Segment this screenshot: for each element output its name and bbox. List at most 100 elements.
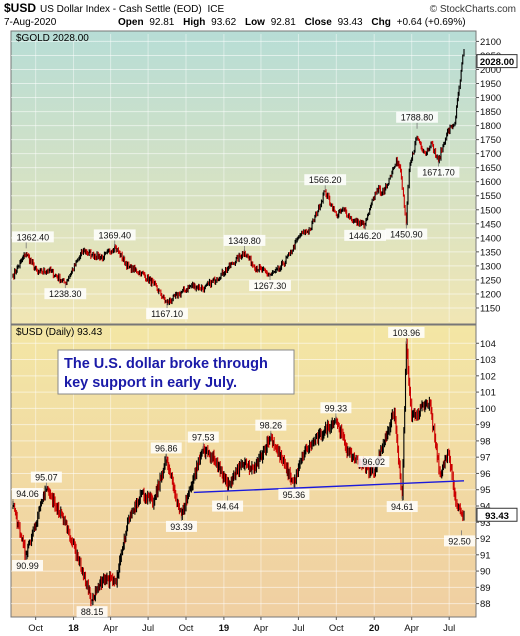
- annotation-label: 1450.90: [390, 230, 423, 240]
- y-tick-label: 96: [480, 469, 491, 480]
- annotation-box: [12, 559, 43, 571]
- annotation-label: 95.07: [35, 473, 58, 483]
- annotation-box: [255, 419, 287, 431]
- gold-panel: [10, 30, 477, 325]
- annotation-box: [358, 456, 390, 468]
- y-tick-label: 104: [480, 339, 496, 350]
- y-tick-label: 1500: [480, 205, 501, 216]
- annotation-box: [44, 288, 87, 300]
- open-value: 92.81: [149, 17, 174, 28]
- last-value-label: 93.43: [485, 511, 509, 522]
- annotation-box: [150, 442, 182, 454]
- annotation-label: 1349.80: [228, 236, 261, 246]
- low-value: 92.81: [271, 17, 296, 28]
- y-tick-label: 1650: [480, 163, 501, 174]
- annotation-label: 96.02: [363, 457, 386, 467]
- y-tick-label: 1200: [480, 289, 501, 300]
- header-symbol: $USD: [4, 1, 36, 15]
- close-label: Close: [305, 17, 333, 28]
- open-label: Open: [118, 17, 144, 28]
- annotation-box: [344, 229, 387, 241]
- x-tick-label: Apr: [254, 623, 269, 634]
- annotation-label: 1788.80: [401, 113, 434, 123]
- last-value-tag: [476, 54, 518, 69]
- y-tick-label: 1450: [480, 219, 501, 230]
- last-value-label: 2028.00: [480, 57, 514, 68]
- y-tick-label: 103: [480, 355, 496, 366]
- annotation-label: 1362.40: [17, 232, 50, 242]
- y-tick-label: 2100: [480, 37, 501, 48]
- usd-legend: $USD (Daily) 93.43: [16, 327, 103, 338]
- chg-value: +0.64 (+0.69%): [397, 17, 466, 28]
- x-tick-label: Oct: [28, 623, 43, 634]
- y-tick-label: 1700: [480, 149, 501, 160]
- annotation-box: [212, 500, 244, 512]
- y-tick-label: 89: [480, 583, 491, 594]
- annotation-box: [386, 501, 418, 513]
- y-tick-label: 98: [480, 436, 491, 447]
- y-tick-label: 1400: [480, 233, 501, 244]
- close-value: 93.43: [338, 17, 363, 28]
- low-label: Low: [245, 17, 265, 28]
- annotation-box: [278, 488, 310, 500]
- annotation-label: 1566.20: [309, 175, 342, 185]
- annotation-label: 99.33: [325, 403, 348, 413]
- y-tick-label: 1150: [480, 303, 500, 314]
- annotation-box: [93, 229, 136, 241]
- annotation-box: [146, 308, 188, 320]
- annotation-label: 90.99: [16, 561, 39, 571]
- annotation-label: 94.06: [16, 489, 39, 499]
- y-tick-label: 1300: [480, 261, 501, 272]
- y-tick-label: 101: [480, 388, 496, 399]
- annotation-label: 1369.40: [98, 230, 131, 240]
- annotation-label: 103.96: [393, 328, 421, 338]
- x-tick-label: Jul: [292, 623, 304, 634]
- y-tick-label: 92: [480, 534, 491, 545]
- y-tick-label: 1350: [480, 247, 501, 258]
- x-tick-label: Apr: [404, 623, 419, 634]
- header-date: 7-Aug-2020: [4, 17, 57, 28]
- x-tick-label: 19: [219, 623, 230, 634]
- annotation-label: 1267.30: [254, 281, 287, 291]
- watermark: © StockCharts.com: [430, 4, 516, 15]
- x-tick-label: 20: [369, 623, 380, 634]
- y-tick-label: 88: [480, 599, 491, 610]
- header-name-text: US Dollar Index - Cash Settle (EOD): [40, 4, 202, 15]
- annotation-label: 1167.10: [151, 309, 183, 319]
- y-tick-label: 1250: [480, 275, 501, 286]
- annotation-box: [444, 535, 475, 547]
- annotation-box: [417, 166, 460, 178]
- annotation-label: 1446.20: [349, 231, 382, 241]
- y-tick-label: 90: [480, 567, 491, 578]
- annotation-label: 92.50: [448, 536, 471, 546]
- annotation-box: [165, 520, 197, 532]
- usd-annotations: 94.06 90.99 95.07 88.15 96.86 93.39 97.53 94.64…: [12, 326, 475, 618]
- y-tick-label: 95: [480, 485, 491, 496]
- callout-line-1: The U.S. dollar broke through: [64, 356, 268, 372]
- annotation-box: [76, 606, 108, 618]
- annotation-box: [388, 326, 425, 338]
- y-tick-label: 93: [480, 518, 491, 529]
- annotation-box: [30, 471, 62, 483]
- x-tick-label: 18: [68, 623, 79, 634]
- x-tick-label: Oct: [329, 623, 344, 634]
- annotation-box: [396, 111, 438, 123]
- annotation-box: [385, 228, 428, 240]
- callout-line-2: key support in early July.: [64, 375, 237, 391]
- callout-box: [57, 349, 295, 395]
- y-tick-label: 1950: [480, 79, 501, 90]
- annotation-label: 97.53: [192, 433, 215, 443]
- y-tick-label: 2000: [480, 65, 501, 76]
- y-tick-label: 1750: [480, 135, 501, 146]
- header-exchange: ICE: [208, 4, 225, 15]
- y-tick-label: 100: [480, 404, 496, 415]
- gold-annotations: 1362.40 1238.30 1369.40 1167.10 1349.80 1267.…: [12, 111, 460, 320]
- x-tick-label: Jul: [142, 623, 154, 634]
- header-name: US Dollar Index - Cash Settle (EOD) ICE: [40, 4, 225, 15]
- gold-legend: $GOLD 2028.00: [16, 33, 89, 44]
- annotation-label: 94.64: [216, 502, 239, 512]
- annotation-box: [304, 174, 347, 186]
- annotation-box: [249, 280, 291, 292]
- annotation-box: [223, 234, 266, 246]
